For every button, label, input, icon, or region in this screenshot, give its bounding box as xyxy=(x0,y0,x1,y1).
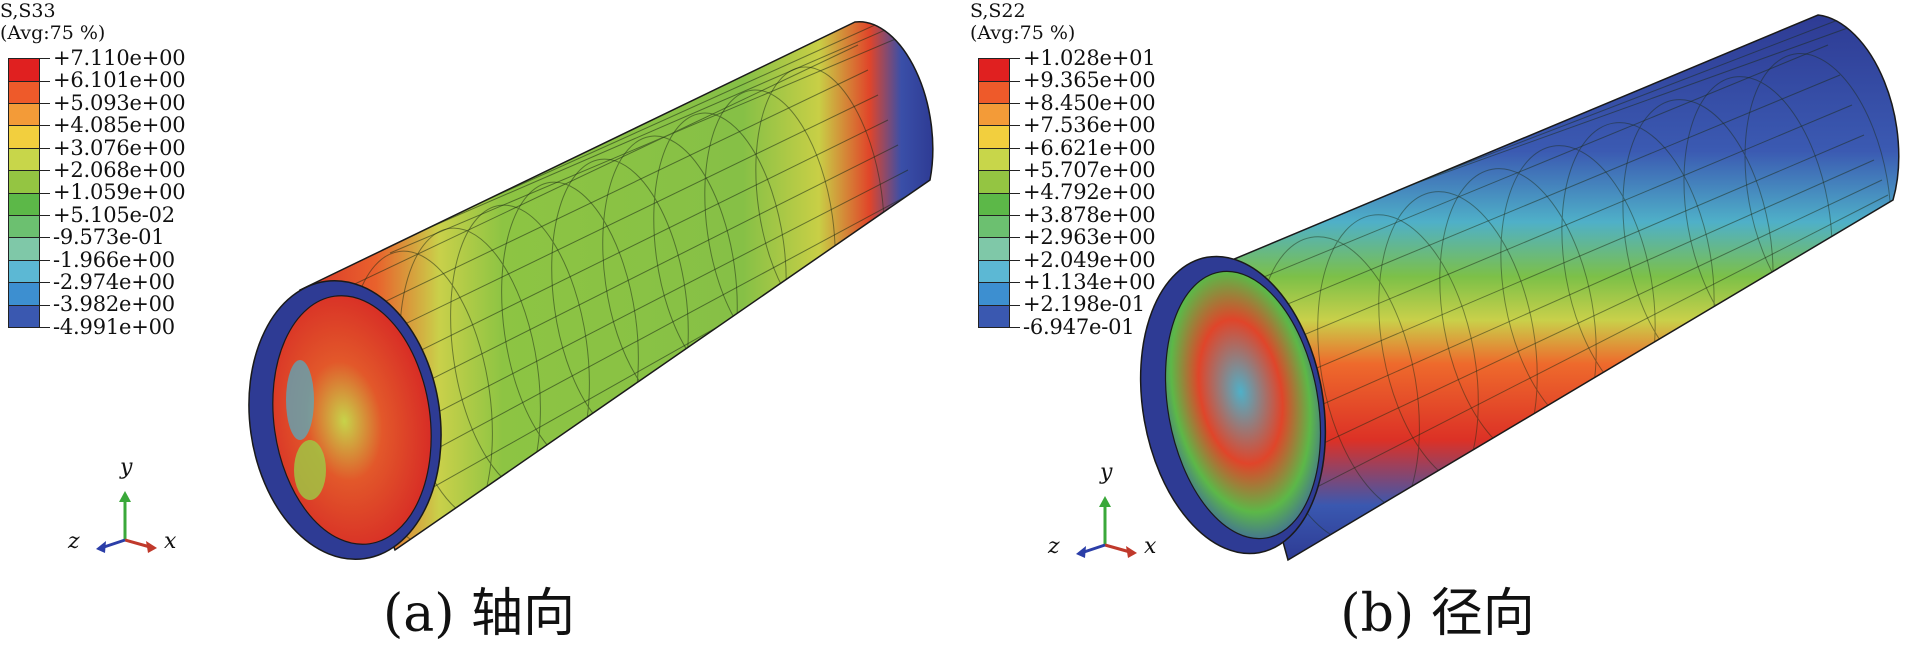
x-axis-arrow xyxy=(124,538,151,549)
legend-label: +3.076e+00 xyxy=(53,135,186,160)
legend-tick xyxy=(1010,215,1020,216)
legend-label: -4.991e+00 xyxy=(53,314,175,339)
legend-tick xyxy=(40,80,50,82)
legend-scale: +7.110e+00 +6.101e+00 +5.093e+00 +4.085e+00… xyxy=(0,47,186,342)
legend-label: +1.059e+00 xyxy=(53,180,186,205)
legend-label: +7.536e+00 xyxy=(1023,113,1156,138)
legend-label: +2.049e+00 xyxy=(1023,247,1156,272)
tube-contour-radial xyxy=(1139,14,1900,562)
legend-label: -1.966e+00 xyxy=(53,247,175,272)
tube-body xyxy=(1207,14,1900,562)
legend-averaging: (Avg:75 %) xyxy=(0,22,106,44)
y-axis-head xyxy=(1099,496,1111,507)
axis-triad: y z x xyxy=(1048,460,1168,580)
legend-scale: +1.028e+01 +9.365e+00 +8.450e+00 +7.536e+00… xyxy=(970,47,1156,342)
z-axis-arrow xyxy=(1083,543,1106,554)
legend-label: +2.963e+00 xyxy=(1023,225,1156,250)
legend-tick xyxy=(1010,170,1020,172)
y-axis-label: y xyxy=(1100,460,1113,485)
legend-variable: S,S22 xyxy=(970,0,1026,22)
legend-label: +1.028e+01 xyxy=(1023,46,1156,70)
legend-swatch xyxy=(978,304,1010,328)
legend-tick xyxy=(1010,304,1020,306)
legend-tick xyxy=(1010,237,1020,239)
legend-tick xyxy=(40,147,50,149)
legend-s22: S,S22 (Avg:75 %) +1.028e+01 +9.365e+00 +8.… xyxy=(970,0,1156,342)
z-axis-arrow xyxy=(103,538,126,549)
legend-label: -6.947e-01 xyxy=(1023,314,1135,339)
y-axis-label: y xyxy=(120,455,133,480)
x-axis-arrow xyxy=(1104,543,1131,554)
z-axis-head xyxy=(1076,546,1086,558)
legend-tick xyxy=(1010,259,1020,261)
legend-tick xyxy=(1010,58,1020,60)
axis-arrows xyxy=(1076,496,1137,558)
legend-label: +9.365e+00 xyxy=(1023,68,1156,93)
legend-tick xyxy=(1010,103,1020,104)
z-axis-label: z xyxy=(1048,534,1060,559)
legend-tick xyxy=(40,192,50,194)
mesh-lines xyxy=(1208,19,1889,511)
legend-tick xyxy=(40,215,50,216)
legend-label: +6.101e+00 xyxy=(53,68,186,93)
axis-arrows xyxy=(96,491,157,553)
z-axis-label: z xyxy=(68,529,80,554)
legend-label: -2.974e+00 xyxy=(53,270,175,294)
legend-label: +1.134e+00 xyxy=(1023,270,1156,294)
legend-tick xyxy=(40,282,50,284)
panel-radial: S,S22 (Avg:75 %) +1.028e+01 +9.365e+00 +8.… xyxy=(958,0,1917,672)
legend-swatch xyxy=(8,304,40,328)
legend-tick xyxy=(40,237,50,239)
legend-averaging: (Avg:75 %) xyxy=(970,22,1076,44)
legend-tick xyxy=(40,259,50,261)
legend-label: +3.878e+00 xyxy=(1023,202,1156,227)
legend-label: +4.085e+00 xyxy=(53,113,186,138)
caption-axial: (a) 轴向 xyxy=(382,584,576,644)
legend-tick xyxy=(1010,327,1020,328)
legend-label: +4.792e+00 xyxy=(1023,180,1156,205)
legend-tick xyxy=(40,304,50,306)
legend-label: +6.621e+00 xyxy=(1023,135,1156,160)
legend-tick xyxy=(1010,192,1020,194)
legend-tick xyxy=(40,125,50,127)
legend-variable: S,S33 xyxy=(0,0,56,22)
legend-tick xyxy=(40,327,50,328)
legend-tick xyxy=(1010,282,1020,284)
legend-tick xyxy=(40,103,50,104)
axis-triad: y z x xyxy=(68,455,188,575)
legend-tick xyxy=(40,170,50,172)
legend-tick xyxy=(1010,147,1020,149)
x-axis-head xyxy=(1126,546,1137,558)
z-axis-head xyxy=(96,541,106,553)
legend-s33: S,S33 (Avg:75 %) +7.110e+00 +6.101e+00 +5.… xyxy=(0,0,186,342)
legend-tick xyxy=(1010,125,1020,127)
panel-axial: S,S33 (Avg:75 %) +7.110e+00 +6.101e+00 +5.… xyxy=(0,0,958,672)
legend-label: +5.093e+00 xyxy=(53,90,186,115)
legend-label: +2.068e+00 xyxy=(53,158,186,182)
legend-tick xyxy=(40,58,50,60)
legend-label: +8.450e+00 xyxy=(1023,90,1156,115)
legend-label: +2.198e-01 xyxy=(1023,292,1145,317)
caption-radial: (b) 径向 xyxy=(1340,584,1535,644)
legend-label: -9.573e-01 xyxy=(53,225,165,250)
legend-label: +7.110e+00 xyxy=(53,46,186,70)
legend-label: +5.105e-02 xyxy=(53,202,175,227)
x-axis-label: x xyxy=(1144,534,1157,559)
y-axis-head xyxy=(119,491,131,502)
x-axis-head xyxy=(146,541,157,553)
tube-contour-axial xyxy=(248,21,934,561)
legend-tick xyxy=(1010,80,1020,82)
legend-label: -3.982e+00 xyxy=(53,292,175,317)
legend-label: +5.707e+00 xyxy=(1023,158,1156,182)
x-axis-label: x xyxy=(164,529,177,554)
tube-inner-surface xyxy=(1164,270,1322,540)
